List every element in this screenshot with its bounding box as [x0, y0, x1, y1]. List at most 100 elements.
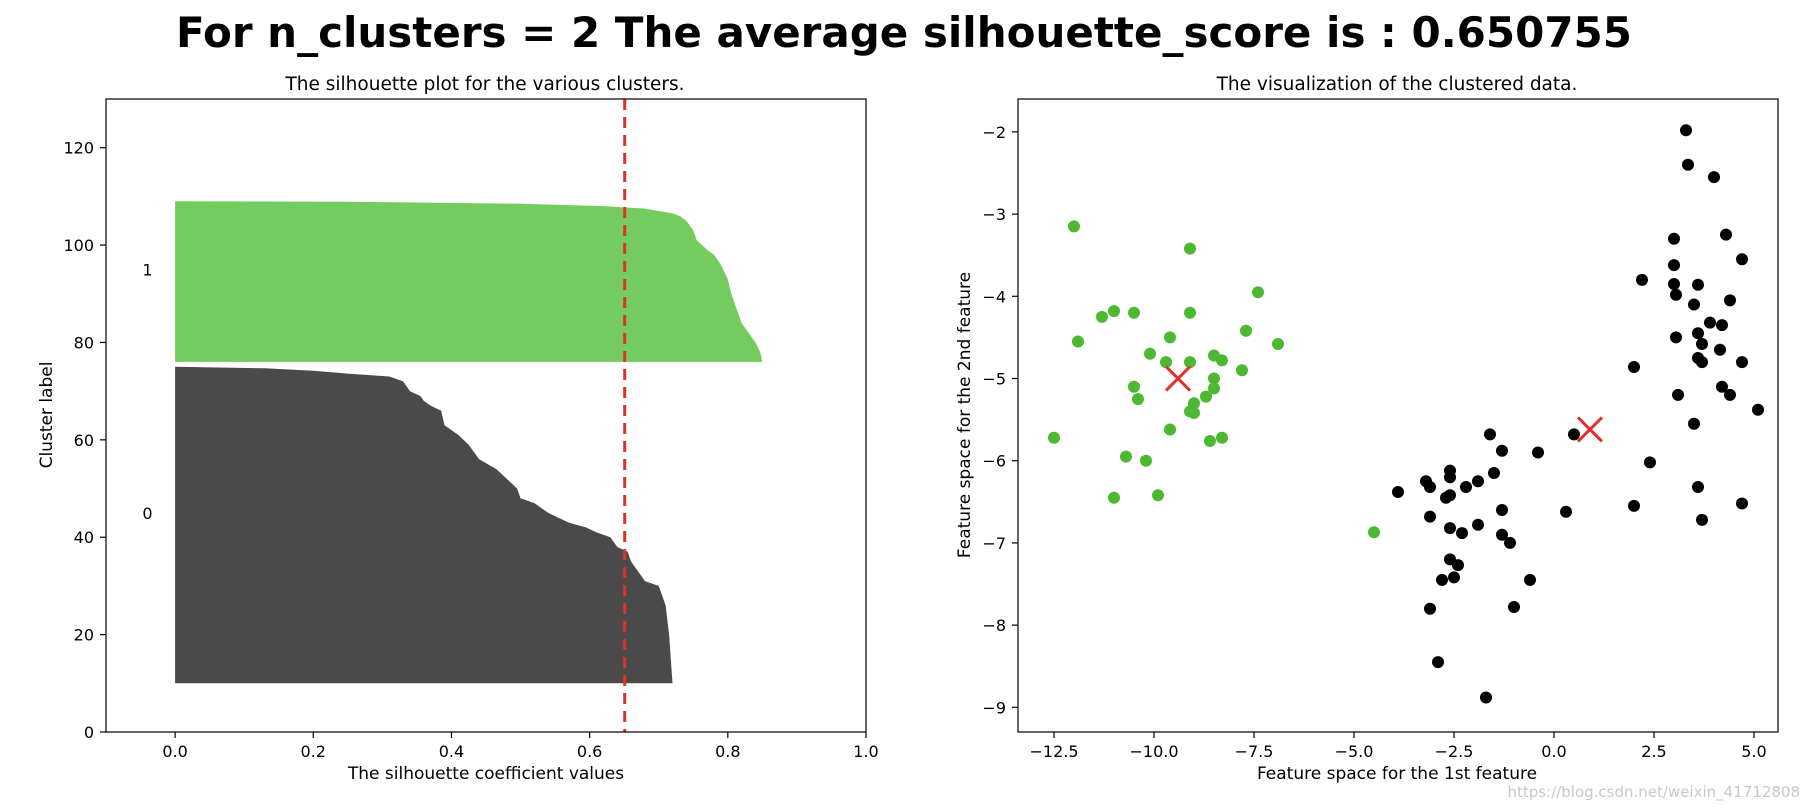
scatter-point-cluster-0 — [1392, 486, 1404, 498]
scatter-point-cluster-1 — [1208, 382, 1220, 395]
scatter-point-cluster-0 — [1692, 481, 1704, 493]
silhouette-y-label: Cluster label — [37, 362, 57, 469]
y-tick-label: 0 — [84, 723, 94, 742]
scatter-point-cluster-1 — [1096, 310, 1108, 323]
scatter-point-cluster-0 — [1460, 481, 1472, 493]
scatter-point-cluster-0 — [1444, 471, 1456, 484]
scatter-point-cluster-1 — [1368, 526, 1380, 539]
x-tick-label: 0.0 — [162, 742, 187, 761]
cluster-label-0: 0 — [142, 504, 152, 523]
silhouette-x-ticks: 0.0 0.2 0.4 0.6 0.8 1.0 — [162, 732, 879, 761]
x-tick-label: 0.2 — [301, 742, 326, 761]
scatter-point-cluster-0 — [1752, 403, 1764, 416]
x-tick-label: −7.5 — [1235, 742, 1274, 761]
scatter-point-cluster-1 — [1140, 454, 1152, 467]
y-tick-label: −4 — [982, 287, 1006, 306]
figure-suptitle: For n_clusters = 2 The average silhouett… — [176, 8, 1632, 57]
y-tick-label: −7 — [982, 534, 1006, 553]
scatter-point-cluster-0 — [1496, 504, 1508, 516]
scatter-point-cluster-0 — [1628, 499, 1640, 512]
silhouette-fills — [175, 201, 763, 684]
y-tick-label: 60 — [74, 431, 94, 450]
y-tick-label: −3 — [982, 205, 1006, 224]
scatter-point-cluster-1 — [1204, 435, 1216, 447]
scatter-point-cluster-0 — [1688, 298, 1700, 311]
scatter-point-cluster-0 — [1496, 528, 1508, 541]
watermark: https://blog.csdn.net/weixin_41712808 — [1507, 783, 1800, 802]
x-tick-label: −10.0 — [1129, 742, 1178, 761]
scatter-point-cluster-1 — [1128, 380, 1140, 393]
scatter-point-cluster-1 — [1164, 331, 1176, 344]
scatter-point-cluster-0 — [1524, 573, 1536, 586]
scatter-point-cluster-0 — [1636, 273, 1648, 286]
scatter-point-cluster-1 — [1188, 407, 1200, 419]
scatter-point-cluster-0 — [1448, 571, 1460, 584]
scatter-point-cluster-0 — [1668, 259, 1680, 272]
scatter-point-cluster-1 — [1132, 393, 1144, 406]
scatter-point-cluster-0 — [1440, 491, 1452, 504]
x-tick-label: 2.5 — [1641, 742, 1666, 761]
silhouette-y-ticks: 0 20 40 60 80 100 120 — [63, 139, 106, 742]
scatter-point-cluster-0 — [1444, 522, 1456, 535]
y-tick-label: 20 — [74, 626, 94, 645]
y-tick-label: −8 — [982, 616, 1006, 635]
scatter-point-cluster-0 — [1424, 481, 1436, 493]
scatter-point-cluster-1 — [1216, 354, 1228, 367]
y-tick-label: 120 — [63, 139, 94, 158]
scatter-point-cluster-0 — [1724, 294, 1736, 307]
scatter-point-cluster-0 — [1628, 361, 1640, 373]
scatter-point-cluster-1 — [1072, 335, 1084, 348]
scatter-point-cluster-0 — [1724, 388, 1736, 401]
x-tick-label: −2.5 — [1435, 742, 1474, 761]
scatter-point-cluster-1 — [1120, 450, 1132, 463]
scatter-point-cluster-0 — [1680, 124, 1692, 137]
x-tick-label: −5.0 — [1335, 742, 1374, 761]
center-x-stroke — [1164, 365, 1192, 392]
scatter-point-cluster-0 — [1670, 288, 1682, 301]
scatter-point-cluster-0 — [1696, 338, 1708, 350]
scatter-point-cluster-0 — [1504, 536, 1516, 549]
x-tick-label: 0.0 — [1541, 742, 1566, 761]
scatter-point-cluster-0 — [1484, 428, 1496, 441]
scatter-point-cluster-0 — [1696, 513, 1708, 526]
silhouette-cluster-1 — [175, 201, 763, 362]
scatter-plot-title: The visualization of the clustered data. — [1216, 74, 1578, 95]
scatter-point-cluster-0 — [1480, 691, 1492, 704]
cluster-centers — [1164, 365, 1604, 443]
scatter-point-cluster-1 — [1108, 491, 1120, 504]
scatter-point-cluster-0 — [1456, 527, 1468, 540]
scatter-point-cluster-0 — [1424, 510, 1436, 523]
scatter-point-cluster-1 — [1200, 390, 1212, 403]
cluster-labels: 01 — [142, 260, 152, 522]
silhouette-plot-title: The silhouette plot for the various clus… — [284, 74, 684, 95]
scatter-point-cluster-0 — [1472, 475, 1484, 488]
scatter-point-cluster-0 — [1688, 417, 1700, 430]
cluster-center-marker — [1164, 365, 1192, 392]
scatter-point-cluster-1 — [1164, 423, 1176, 436]
silhouette-x-label: The silhouette coefficient values — [347, 764, 624, 784]
scatter-point-cluster-0 — [1424, 602, 1436, 615]
scatter-point-cluster-1 — [1068, 220, 1080, 233]
y-tick-label: −5 — [982, 370, 1006, 389]
scatter-point-cluster-0 — [1708, 171, 1720, 184]
scatter-point-cluster-1 — [1216, 431, 1228, 444]
silhouette-plot-frame — [105, 98, 867, 733]
scatter-point-cluster-0 — [1496, 444, 1508, 457]
scatter-point-cluster-1 — [1240, 324, 1252, 337]
x-tick-label: 0.6 — [577, 742, 602, 761]
scatter-point-cluster-1 — [1184, 306, 1196, 319]
scatter-point-cluster-0 — [1716, 380, 1728, 393]
scatter-points — [1048, 124, 1764, 704]
y-tick-label: 40 — [74, 528, 94, 547]
scatter-point-cluster-1 — [1208, 372, 1220, 385]
scatter-point-cluster-0 — [1644, 456, 1656, 469]
scatter-point-cluster-0 — [1714, 343, 1726, 356]
y-tick-label: −6 — [982, 452, 1006, 471]
scatter-point-cluster-0 — [1682, 158, 1694, 171]
scatter-point-cluster-0 — [1452, 559, 1464, 572]
scatter-point-cluster-0 — [1568, 428, 1580, 441]
y-tick-label: −2 — [982, 123, 1006, 142]
x-tick-label: 5.0 — [1741, 742, 1766, 761]
scatter-point-cluster-1 — [1152, 489, 1164, 502]
